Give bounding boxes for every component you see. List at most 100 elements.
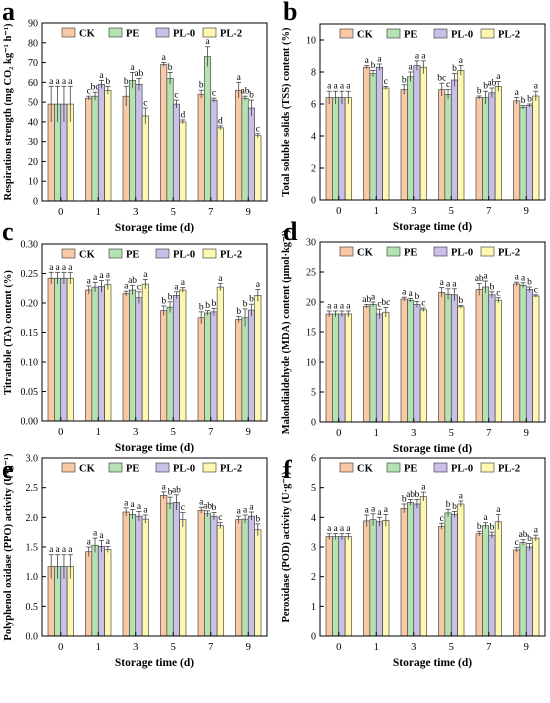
bar [525, 105, 533, 201]
significance-label: c [534, 285, 538, 295]
significance-label: a [143, 270, 148, 280]
significance-label: a [452, 279, 457, 289]
legend-swatch [202, 462, 217, 473]
significance-label: a [346, 524, 351, 534]
bar [204, 312, 212, 422]
legend-swatch [202, 248, 217, 259]
significance-label: a [483, 272, 488, 282]
y-tick-label: 0.5 [26, 602, 39, 613]
significance-label: b [458, 296, 463, 306]
bar [519, 284, 527, 423]
significance-label: a [99, 531, 104, 541]
significance-label: a [534, 82, 539, 92]
y-tick-label: 0.00 [21, 417, 39, 428]
x-axis-label: Storage time (d) [115, 222, 194, 234]
significance-label: b [452, 64, 457, 74]
x-tick-label: 0 [336, 206, 341, 217]
significance-label: a [408, 289, 413, 299]
x-tick-label: 1 [96, 207, 101, 218]
significance-label: ab [241, 87, 250, 97]
bar [197, 509, 205, 637]
legend-swatch [339, 246, 354, 257]
significance-label: b [124, 77, 129, 87]
significance-label: a [68, 545, 73, 555]
significance-label: a [68, 77, 73, 87]
significance-label: b [490, 523, 495, 533]
y-tick-label: 0 [33, 197, 38, 208]
significance-label: a [124, 282, 129, 292]
bar [216, 525, 224, 637]
legend-label: CK [79, 250, 96, 261]
plot-frame [41, 22, 268, 202]
x-tick-label: 0 [58, 427, 63, 438]
legend-swatch [108, 248, 123, 259]
x-tick-label: 7 [208, 642, 213, 653]
legend-label: PL-2 [220, 464, 242, 475]
significance-label: a [440, 278, 445, 288]
significance-label: a [124, 498, 129, 508]
bar [344, 97, 352, 201]
y-axis-label: Malondialdehyde (MDA) content (μmol·kg⁻¹… [281, 229, 292, 434]
legend-label: PL-0 [451, 30, 473, 41]
y-tick-label: 15 [306, 328, 316, 339]
y-tick-label: 0 [311, 196, 316, 207]
significance-label: a [496, 505, 501, 515]
significance-label: a [333, 82, 338, 92]
bar [525, 289, 533, 423]
bar [129, 80, 137, 202]
x-tick-label: 5 [171, 642, 176, 653]
significance-label: c [143, 99, 147, 109]
significance-label: a [55, 77, 60, 87]
bar [241, 317, 249, 422]
bar [400, 508, 408, 637]
bar [216, 127, 224, 202]
x-tick-label: 9 [246, 642, 251, 653]
x-tick-label: 1 [374, 642, 379, 653]
significance-label: c [377, 300, 381, 310]
y-tick-label: 0.20 [21, 299, 39, 310]
bar [494, 299, 502, 423]
bar [332, 536, 340, 637]
significance-label: bc [91, 83, 100, 93]
significance-label: b [249, 295, 254, 305]
legend-label: PL-2 [220, 29, 242, 40]
y-axis-label: Polyphenol oxidase (PPO) activity (U·g⁻¹… [3, 453, 14, 641]
bar [482, 525, 490, 637]
legend-label: PE [404, 248, 417, 259]
significance-label: b [236, 307, 241, 317]
significance-label: a [408, 63, 413, 73]
plot-frame [41, 243, 268, 422]
y-tick-label: 3 [311, 543, 316, 554]
x-tick-label: 7 [486, 428, 491, 439]
y-tick-label: 10 [306, 36, 316, 47]
significance-label: c [181, 503, 185, 513]
x-tick-label: 7 [486, 206, 491, 217]
bar [513, 549, 521, 637]
plot-frame [319, 23, 546, 201]
bar [66, 277, 74, 422]
y-tick-label: 5 [311, 388, 316, 399]
bar [344, 536, 352, 637]
bar [444, 512, 452, 637]
legend-swatch [339, 28, 354, 39]
significance-label: c [446, 80, 450, 90]
y-tick-label: 8 [311, 68, 316, 79]
significance-label: c [421, 299, 425, 309]
x-tick-label: 7 [208, 207, 213, 218]
significance-label: a [534, 526, 539, 536]
y-tick-label: 20 [306, 298, 316, 309]
panel-letter: d [283, 217, 298, 246]
significance-label: a [137, 502, 142, 512]
legend-label: PL-0 [451, 248, 473, 259]
bar [141, 518, 149, 637]
bar [400, 298, 408, 423]
bar [235, 519, 243, 637]
y-axis-label: Titratable (TA) content (%) [3, 270, 14, 395]
bar [254, 135, 262, 202]
x-tick-label: 9 [246, 207, 251, 218]
legend-label: PL-0 [173, 29, 195, 40]
x-tick-label: 3 [133, 207, 138, 218]
significance-label: a [327, 524, 332, 534]
significance-label: a [371, 504, 376, 514]
significance-label: a [62, 77, 67, 87]
